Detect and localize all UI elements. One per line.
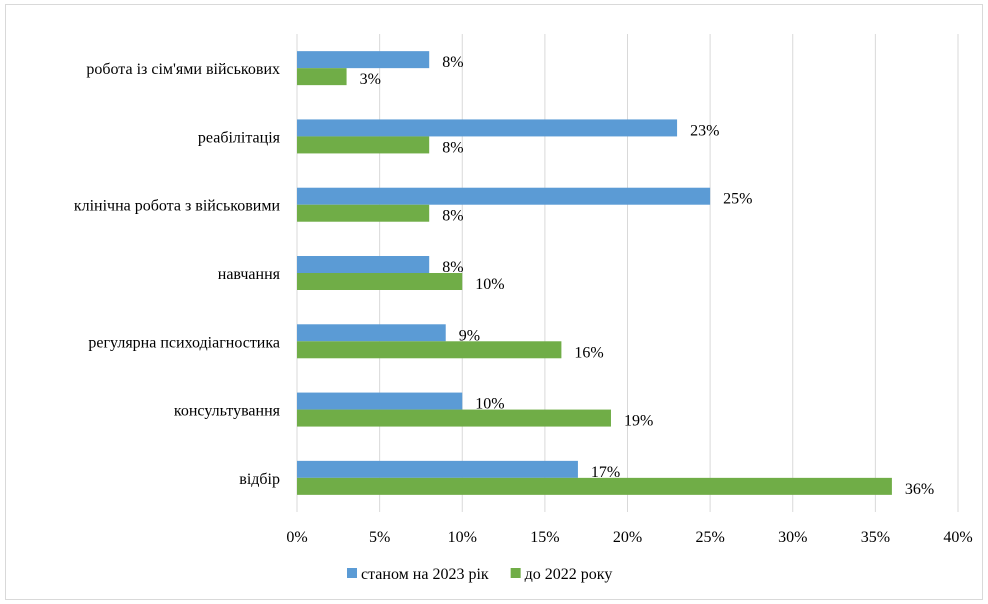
category-label: відбір [239, 471, 280, 488]
bar-series-2023 [297, 460, 578, 478]
bar-series-2023 [297, 187, 711, 205]
category-label: регулярна психодіагностика [88, 334, 280, 351]
bar-series-2022 [297, 273, 463, 290]
data-label: 9% [459, 327, 480, 344]
category-label: навчання [218, 266, 281, 283]
legend: станом на 2023 рік до 2022 року [347, 566, 612, 583]
bar-series-2023 [297, 119, 678, 137]
x-tick-label: 35% [861, 529, 890, 546]
data-label: 17% [591, 464, 620, 481]
bar-series-2022 [297, 204, 430, 222]
x-tick-label: 40% [943, 529, 972, 546]
bar-series-2023 [297, 392, 463, 410]
category-label: клінічна робота з військовими [74, 198, 281, 215]
data-label: 8% [442, 208, 463, 225]
category-label: консультування [174, 403, 281, 420]
data-label: 10% [475, 396, 504, 413]
bar-series-2023 [297, 324, 446, 342]
data-label: 25% [723, 191, 752, 208]
x-tick-label: 30% [778, 529, 807, 546]
bar-series-2022 [297, 477, 892, 495]
data-label: 19% [624, 413, 653, 430]
category-label: робота із сім'ями військових [86, 61, 280, 78]
x-tick-label: 0% [286, 529, 307, 546]
legend-label: станом на 2023 рік [361, 566, 489, 583]
data-label: 8% [442, 54, 463, 71]
legend-swatch [347, 568, 357, 578]
chart-border [5, 4, 983, 600]
x-tick-label: 5% [369, 529, 390, 546]
gridlines [296, 34, 959, 512]
bar-series-2023 [297, 51, 430, 69]
category-label: реабілітація [198, 129, 281, 146]
x-tick-label: 20% [613, 529, 642, 546]
legend-swatch [510, 568, 521, 578]
data-label: 8% [442, 259, 463, 276]
x-tick-label: 15% [530, 529, 559, 546]
bar-series-2022 [297, 68, 347, 86]
category-labels: робота із сім'ями військових реабілітація… [74, 61, 281, 488]
data-label: 8% [442, 139, 463, 156]
bar-series-2023 [297, 256, 430, 273]
legend-label: до 2022 року [525, 566, 613, 583]
data-label: 23% [690, 122, 719, 139]
bar-series-2022 [297, 341, 562, 359]
data-labels: 8% 3% 23% 8% 25% 8% 8% 10% 9% 16% 10% 19% 17% 36% [360, 54, 935, 498]
bars [297, 51, 892, 495]
x-tick-label: 10% [448, 529, 477, 546]
data-label: 3% [360, 71, 381, 88]
data-label: 10% [475, 276, 504, 293]
x-tick-labels: 0% 5% 10% 15% 20% 25% 30% 35% 40% [286, 529, 972, 546]
data-label: 36% [905, 481, 934, 498]
data-label: 16% [574, 344, 603, 361]
bar-series-2022 [297, 409, 611, 427]
x-tick-label: 25% [695, 529, 724, 546]
bar-series-2022 [297, 136, 430, 154]
